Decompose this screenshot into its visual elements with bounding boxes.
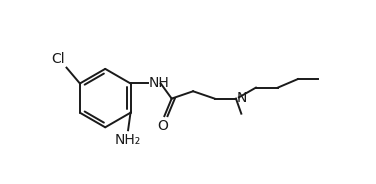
- Text: Cl: Cl: [51, 52, 65, 66]
- Text: O: O: [158, 119, 168, 133]
- Text: NH: NH: [149, 75, 170, 89]
- Text: N: N: [237, 91, 247, 105]
- Text: NH₂: NH₂: [115, 133, 141, 147]
